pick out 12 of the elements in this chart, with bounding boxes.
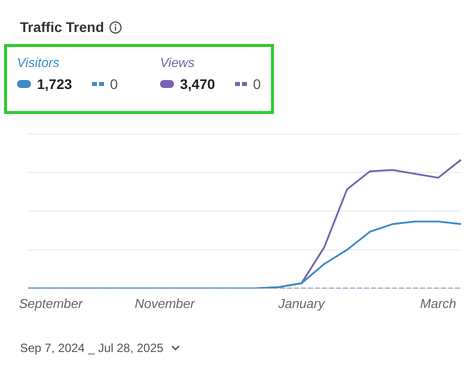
text: Visitors (17, 55, 60, 70)
x-tick-label: March (420, 296, 456, 311)
text: 0 (110, 76, 118, 92)
text: Sep 7, 2024 _ Jul 28, 2025 (20, 341, 164, 355)
x-tick-label: November (134, 296, 196, 311)
x-tick-label: January (277, 296, 326, 311)
text: Views (160, 55, 196, 70)
x-tick-label: September (18, 296, 84, 311)
text: 1,723 (37, 76, 72, 92)
text: 0 (253, 76, 261, 92)
text: 3,470 (180, 76, 216, 92)
chart-title: Traffic Trend (20, 19, 104, 35)
